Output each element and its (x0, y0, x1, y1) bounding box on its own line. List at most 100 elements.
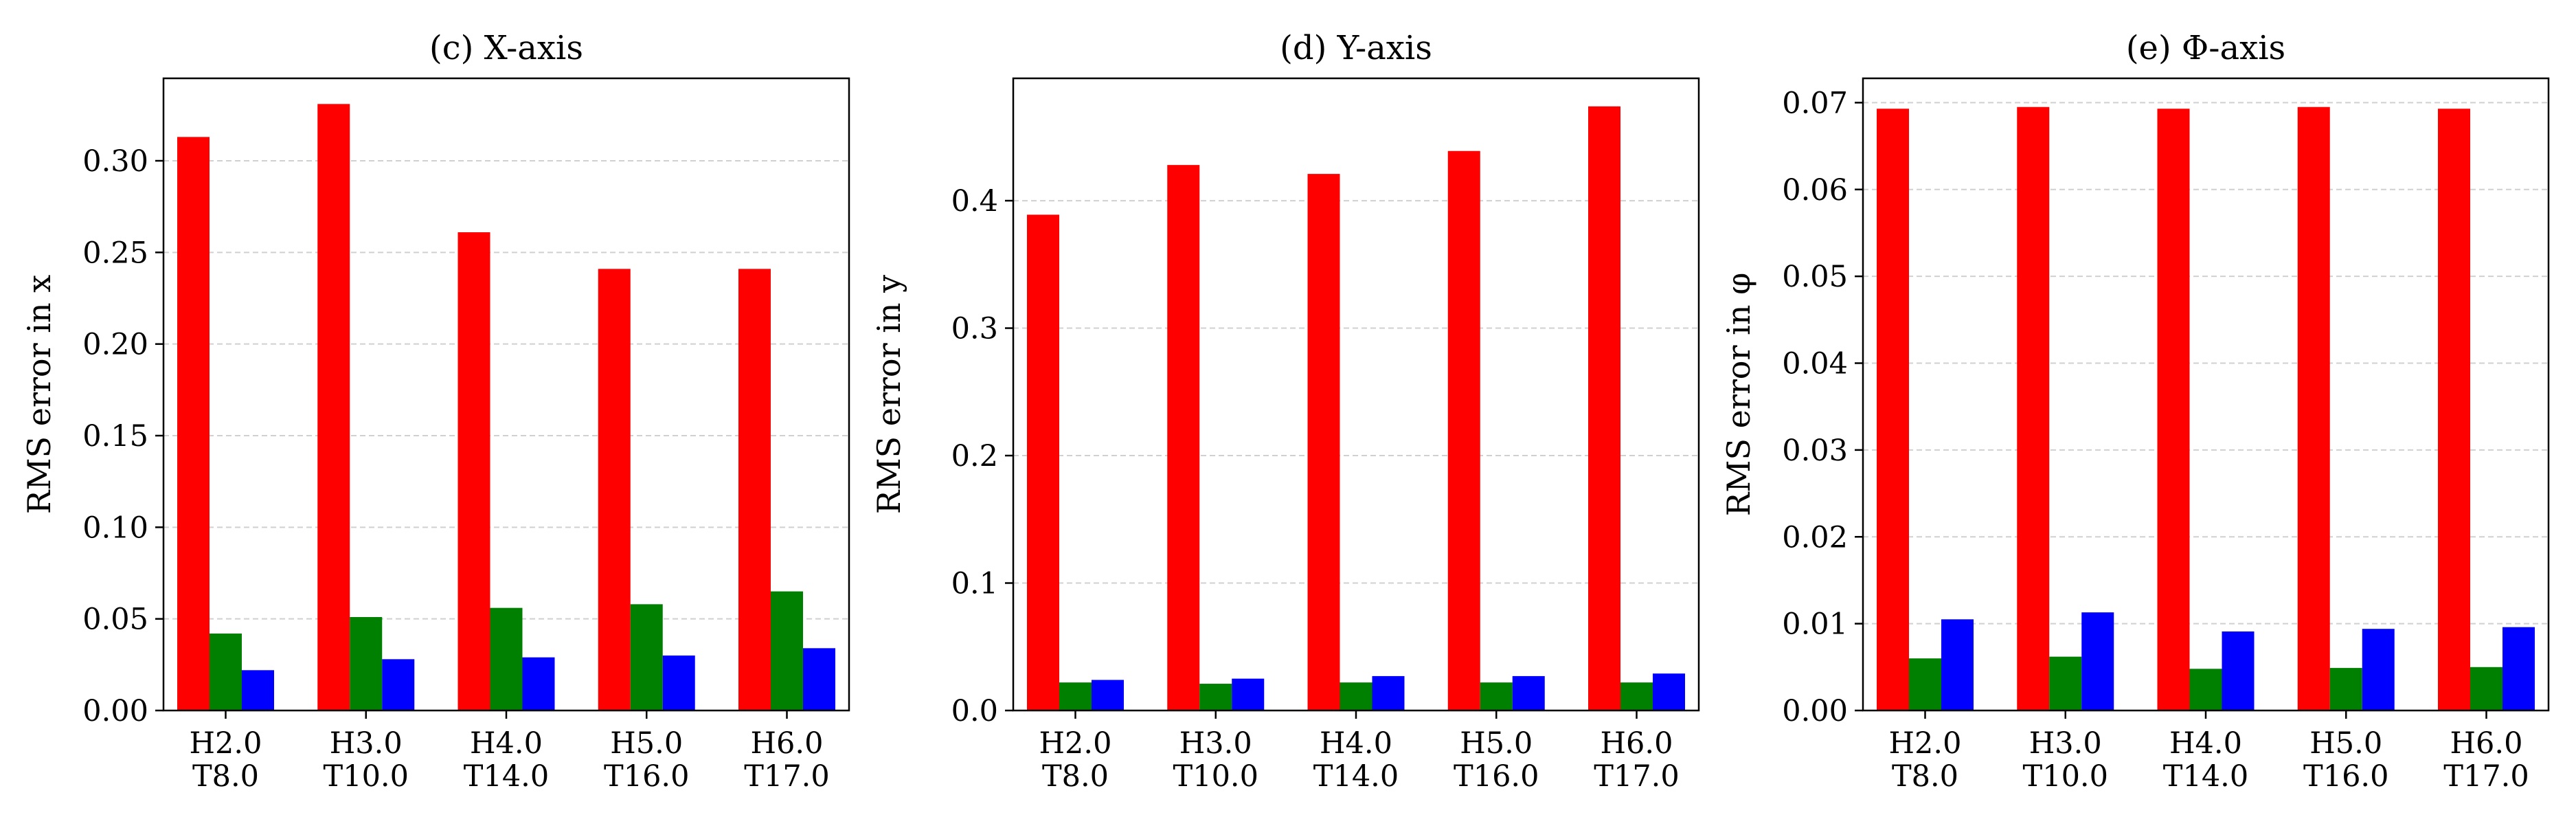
bar-series2-2 (1372, 675, 1405, 710)
bar-series0-1 (1167, 165, 1200, 710)
bar-series1-1 (1199, 684, 1232, 710)
x-tick-label: H3.0 (1179, 726, 1252, 761)
y-tick-label: 0.05 (1782, 260, 1848, 294)
bar-series2-2 (522, 657, 555, 710)
x-tick-label: H4.0 (470, 726, 543, 761)
bar-series2-0 (1941, 619, 1974, 710)
y-tick-label: 0.20 (82, 328, 148, 362)
bar-series2-1 (2081, 612, 2114, 710)
x-tick-label: H5.0 (1460, 726, 1533, 761)
x-tick-label: T8.0 (1892, 759, 1958, 794)
x-tick-label: H2.0 (190, 726, 262, 761)
bar-series2-1 (382, 659, 415, 710)
bar-series2-0 (242, 670, 274, 710)
y-tick-label: 0.3 (951, 312, 998, 346)
y-tick-label: 0.00 (82, 694, 148, 728)
y-tick-label: 0.03 (1782, 434, 1848, 468)
x-tick-label: H6.0 (2450, 726, 2523, 761)
bar-series2-2 (2222, 631, 2255, 710)
bar-series1-4 (771, 591, 803, 710)
y-tick-label: 0.1 (951, 567, 998, 601)
x-tick-label: T17.0 (1594, 759, 1679, 794)
x-tick-label: T8.0 (1042, 759, 1109, 794)
bar-series2-3 (2362, 629, 2395, 710)
y-axis-label: RMS error in y (870, 275, 907, 514)
y-tick-label: 0.2 (951, 439, 998, 473)
axes-frame (1862, 77, 2550, 712)
bar-series0-2 (2157, 109, 2190, 710)
bar-series1-0 (1909, 658, 1941, 710)
bar-series0-4 (1588, 106, 1620, 710)
y-tick-label: 0.25 (82, 236, 148, 270)
x-tick-label: T14.0 (2163, 759, 2248, 794)
axes-frame (1012, 77, 1700, 712)
bar-series1-2 (1340, 682, 1372, 710)
y-tick-label: 0.30 (82, 144, 148, 179)
bar-series1-2 (2189, 669, 2222, 710)
bar-series1-0 (1059, 682, 1092, 710)
x-tick-label: H4.0 (1320, 726, 1392, 761)
x-tick-label: T10.0 (1173, 759, 1258, 794)
bar-series0-2 (1307, 174, 1340, 710)
bar-series1-1 (2049, 656, 2082, 710)
y-tick-label: 0.4 (951, 184, 998, 219)
x-tick-label: T16.0 (1454, 759, 1539, 794)
x-tick-label: H3.0 (330, 726, 403, 761)
bar-series0-4 (738, 269, 771, 710)
bar-series1-3 (1480, 682, 1513, 710)
y-axis-label: RMS error in φ (1720, 273, 1757, 517)
bar-series1-2 (490, 607, 523, 710)
x-tick-label: T16.0 (2303, 759, 2388, 794)
chart-panel-2: 0.00 0.01 0.02 0.03 0.04 0.05 0.06 0.07 H2.0T8.0… (1720, 29, 2550, 794)
x-tick-label: T14.0 (1313, 759, 1399, 794)
x-tick-label: H2.0 (1039, 726, 1112, 761)
y-tick-label: 0.02 (1782, 520, 1848, 555)
bar-series2-4 (803, 648, 835, 710)
x-tick-label: T14.0 (464, 759, 549, 794)
y-tick-label: 0.01 (1782, 607, 1848, 642)
y-tick-label: 0.04 (1782, 347, 1848, 381)
x-tick-label: T8.0 (192, 759, 259, 794)
bar-series1-4 (2470, 667, 2502, 710)
bar-series1-4 (1620, 682, 1653, 710)
x-tick-label: H5.0 (610, 726, 683, 761)
x-tick-label: H5.0 (2309, 726, 2382, 761)
x-tick-label: T10.0 (2023, 759, 2108, 794)
bar-series1-3 (2329, 668, 2362, 710)
chart-title: (d) Y-axis (1280, 29, 1432, 67)
bar-series2-3 (1512, 675, 1545, 710)
x-tick-label: H6.0 (1601, 726, 1673, 761)
bar-series0-3 (598, 269, 631, 710)
y-tick-label: 0.05 (82, 603, 148, 637)
x-tick-label: H3.0 (2029, 726, 2102, 761)
x-tick-label: H6.0 (751, 726, 824, 761)
bar-series0-1 (317, 104, 350, 711)
y-tick-label: 0.07 (1782, 86, 1848, 120)
x-tick-label: T17.0 (744, 759, 829, 794)
x-tick-label: T16.0 (604, 759, 689, 794)
bar-series0-0 (1877, 109, 1909, 710)
y-tick-label: 0.0 (951, 694, 998, 728)
bar-series0-0 (177, 137, 210, 711)
bar-series2-4 (2502, 627, 2535, 710)
y-tick-label: 0.00 (1782, 694, 1848, 728)
y-tick-label: 0.06 (1782, 173, 1848, 208)
bar-series1-1 (350, 617, 383, 710)
bar-series2-0 (1092, 680, 1124, 710)
bar-series0-3 (2297, 107, 2330, 710)
bar-series2-4 (1653, 673, 1685, 710)
bar-series0-1 (2017, 107, 2050, 710)
x-tick-label: T10.0 (324, 759, 409, 794)
y-axis-label: RMS error in x (21, 275, 58, 514)
bar-series2-1 (1232, 678, 1265, 710)
bar-series0-0 (1027, 214, 1059, 710)
bar-series0-3 (1447, 150, 1480, 710)
y-tick-label: 0.10 (82, 511, 148, 545)
chart-title: (e) Φ-axis (2126, 29, 2285, 67)
x-tick-label: H2.0 (1889, 726, 1962, 761)
chart-title: (c) X-axis (429, 29, 583, 67)
bar-series1-0 (210, 634, 242, 710)
bar-series2-3 (662, 656, 695, 710)
